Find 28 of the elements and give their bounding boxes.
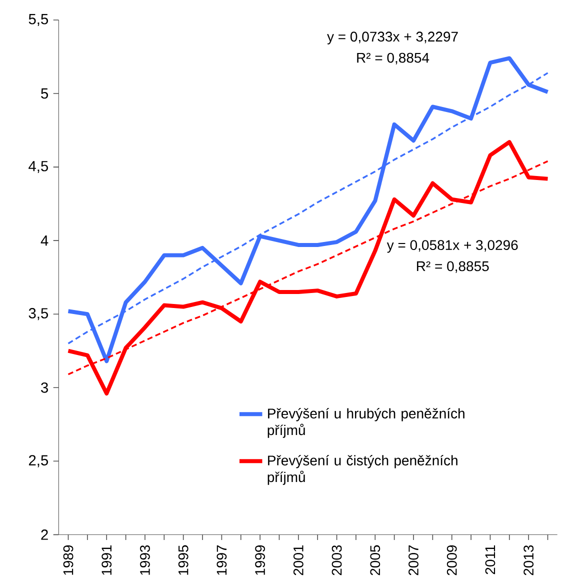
x-tick-label: 2007 [408, 545, 418, 576]
x-tick-label: 1995 [178, 545, 188, 575]
y-tick-label: 3 [41, 382, 48, 393]
annotation: y = 0,0581x + 3,0296 [386, 240, 518, 253]
x-tick-label: 2013 [524, 545, 534, 576]
x-tick-label: 1989 [63, 545, 74, 575]
legend-label: Převýšení u hrubých peněžních příjmů [268, 408, 464, 438]
y-tick-label: 5,5 [28, 14, 48, 26]
x-tick-label: 2011 [485, 545, 496, 574]
y-tick-label: 5 [41, 88, 48, 99]
x-tick-label: 1997 [216, 545, 227, 575]
annotation: y = 0,0733x + 3,2297 [327, 32, 458, 44]
x-tick-label: 2005 [370, 545, 380, 576]
x-tick-label: 2003 [332, 545, 342, 576]
annotation: R² = 0,8854 [357, 52, 430, 64]
x-tick-label: 1993 [140, 545, 150, 575]
y-tick-label: 4 [40, 236, 48, 246]
y-tick-label: 4,5 [28, 161, 48, 174]
x-tick-label: 1991 [102, 545, 112, 575]
x-tick-label: 2009 [446, 545, 457, 576]
line-series [66, 140, 550, 396]
y-tick-label: 3,5 [28, 308, 48, 320]
x-tick-label: 2001 [293, 545, 304, 576]
legend-label: Převýšení u čistých peněžních příjmů [268, 455, 458, 485]
y-tick-label: 2 [41, 530, 48, 540]
x-tick-label: 1999 [255, 545, 266, 575]
y-tick-label: 2,5 [28, 455, 48, 468]
annotation: R² = 0,8855 [416, 261, 489, 273]
